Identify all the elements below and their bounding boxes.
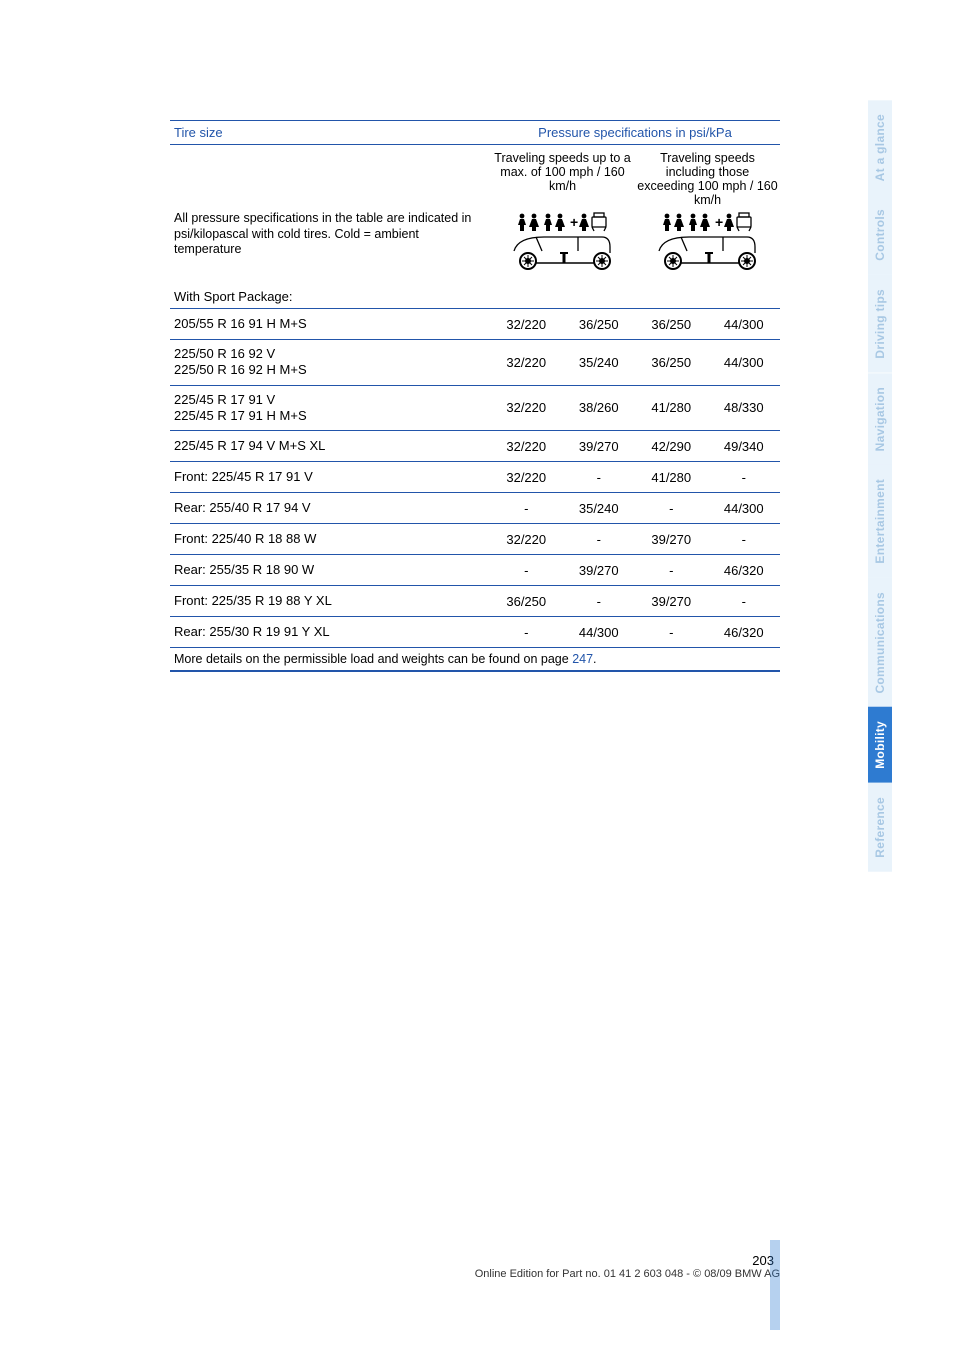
- pressure-value: 39/270: [563, 557, 636, 584]
- tire-pressure-table: Tire size Pressure specifications in psi…: [170, 120, 780, 672]
- tire-size-label: 225/50 R 16 92 V225/50 R 16 92 H M+S: [170, 340, 490, 385]
- tab-entertainment[interactable]: Entertainment: [868, 465, 892, 578]
- page-footer: 203 Online Edition for Part no. 01 41 2 …: [170, 1253, 780, 1280]
- tab-mobility[interactable]: Mobility: [868, 707, 892, 783]
- pressure-value: -: [490, 495, 563, 522]
- pressure-value: -: [490, 557, 563, 584]
- tire-size-label: 225/45 R 17 94 V M+S XL: [170, 432, 490, 460]
- tire-size-label: Front: 225/45 R 17 91 V: [170, 463, 490, 491]
- pressure-value: 44/300: [563, 619, 636, 646]
- pressure-value: 39/270: [635, 588, 708, 615]
- pressure-value: 32/220: [490, 311, 563, 338]
- table-row: 205/55 R 16 91 H M+S32/22036/25036/25044…: [170, 309, 780, 339]
- table-row: Rear: 255/30 R 19 91 Y XL-44/300-46/320: [170, 617, 780, 647]
- footer-line: Online Edition for Part no. 01 41 2 603 …: [170, 1268, 780, 1280]
- table-row: Rear: 255/35 R 18 90 W-39/270-46/320: [170, 555, 780, 585]
- subhead-col-2: Traveling speeds including those exceedi…: [635, 145, 780, 209]
- pressure-value: 36/250: [635, 311, 708, 338]
- pressure-value: -: [635, 495, 708, 522]
- tire-size-label: Rear: 255/40 R 17 94 V: [170, 494, 490, 522]
- pressure-value: 36/250: [635, 349, 708, 376]
- table-row: Rear: 255/40 R 17 94 V-35/240-44/300: [170, 493, 780, 523]
- pressure-value: -: [708, 588, 781, 615]
- load-icon-normal: +: [490, 209, 635, 281]
- load-icon-high: +: [635, 209, 780, 281]
- page-link[interactable]: 247: [572, 652, 593, 666]
- pressure-value: 46/320: [708, 619, 781, 646]
- table-row: 225/45 R 17 91 V225/45 R 17 91 H M+S32/2…: [170, 386, 780, 431]
- pressure-value: 32/220: [490, 526, 563, 553]
- table-row: 225/45 R 17 94 V M+S XL32/22039/27042/29…: [170, 431, 780, 461]
- pressure-value: -: [635, 619, 708, 646]
- footnote: More details on the permissible load and…: [170, 648, 780, 670]
- pressure-value: -: [708, 526, 781, 553]
- table-row: Front: 225/35 R 19 88 Y XL36/250-39/270-: [170, 586, 780, 616]
- tab-at-a-glance[interactable]: At a glance: [868, 100, 892, 195]
- pressure-value: -: [635, 557, 708, 584]
- tab-controls[interactable]: Controls: [868, 195, 892, 275]
- pressure-value: -: [563, 588, 636, 615]
- tire-size-label: 205/55 R 16 91 H M+S: [170, 310, 490, 338]
- subhead-col-1: Traveling speeds up to a max. of 100 mph…: [490, 145, 635, 209]
- tab-driving-tips[interactable]: Driving tips: [868, 275, 892, 373]
- pressure-value: -: [563, 464, 636, 491]
- pressure-value: 36/250: [490, 588, 563, 615]
- pressure-value: 44/300: [708, 495, 781, 522]
- pressure-value: 42/290: [635, 433, 708, 460]
- pressure-value: -: [563, 526, 636, 553]
- pressure-value: 36/250: [563, 311, 636, 338]
- svg-text:+: +: [570, 214, 578, 230]
- tab-communications[interactable]: Communications: [868, 578, 892, 708]
- tire-size-label: Front: 225/40 R 18 88 W: [170, 525, 490, 553]
- tire-size-label: Rear: 255/35 R 18 90 W: [170, 556, 490, 584]
- pressure-value: 39/270: [635, 526, 708, 553]
- pressure-note: All pressure specifications in the table…: [170, 209, 490, 268]
- pressure-value: 44/300: [708, 349, 781, 376]
- tab-reference[interactable]: Reference: [868, 783, 892, 872]
- pressure-value: 44/300: [708, 311, 781, 338]
- pressure-value: 41/280: [635, 394, 708, 421]
- tire-size-label: 225/45 R 17 91 V225/45 R 17 91 H M+S: [170, 386, 490, 431]
- pressure-value: 49/340: [708, 433, 781, 460]
- header-tire-size: Tire size: [170, 121, 490, 144]
- tab-navigation[interactable]: Navigation: [868, 373, 892, 465]
- tire-size-label: Front: 225/35 R 19 88 Y XL: [170, 587, 490, 615]
- table-row: Front: 225/45 R 17 91 V32/220-41/280-: [170, 462, 780, 492]
- table-row: Front: 225/40 R 18 88 W32/220-39/270-: [170, 524, 780, 554]
- pressure-value: 39/270: [563, 433, 636, 460]
- pressure-value: -: [708, 464, 781, 491]
- pressure-value: 32/220: [490, 464, 563, 491]
- tire-size-label: Rear: 255/30 R 19 91 Y XL: [170, 618, 490, 646]
- pressure-value: -: [490, 619, 563, 646]
- pressure-value: 38/260: [563, 394, 636, 421]
- pressure-value: 46/320: [708, 557, 781, 584]
- pressure-value: 48/330: [708, 394, 781, 421]
- svg-text:+: +: [715, 214, 723, 230]
- pressure-value: 32/220: [490, 433, 563, 460]
- pressure-value: 32/220: [490, 349, 563, 376]
- section-sport-package: With Sport Package:: [170, 281, 780, 308]
- pressure-value: 35/240: [563, 495, 636, 522]
- table-row: 225/50 R 16 92 V225/50 R 16 92 H M+S32/2…: [170, 340, 780, 385]
- header-pressure: Pressure specifications in psi/kPa: [490, 121, 780, 144]
- pressure-value: 32/220: [490, 394, 563, 421]
- pressure-value: 35/240: [563, 349, 636, 376]
- pressure-value: 41/280: [635, 464, 708, 491]
- side-tabs: At a glanceControlsDriving tipsNavigatio…: [868, 100, 894, 872]
